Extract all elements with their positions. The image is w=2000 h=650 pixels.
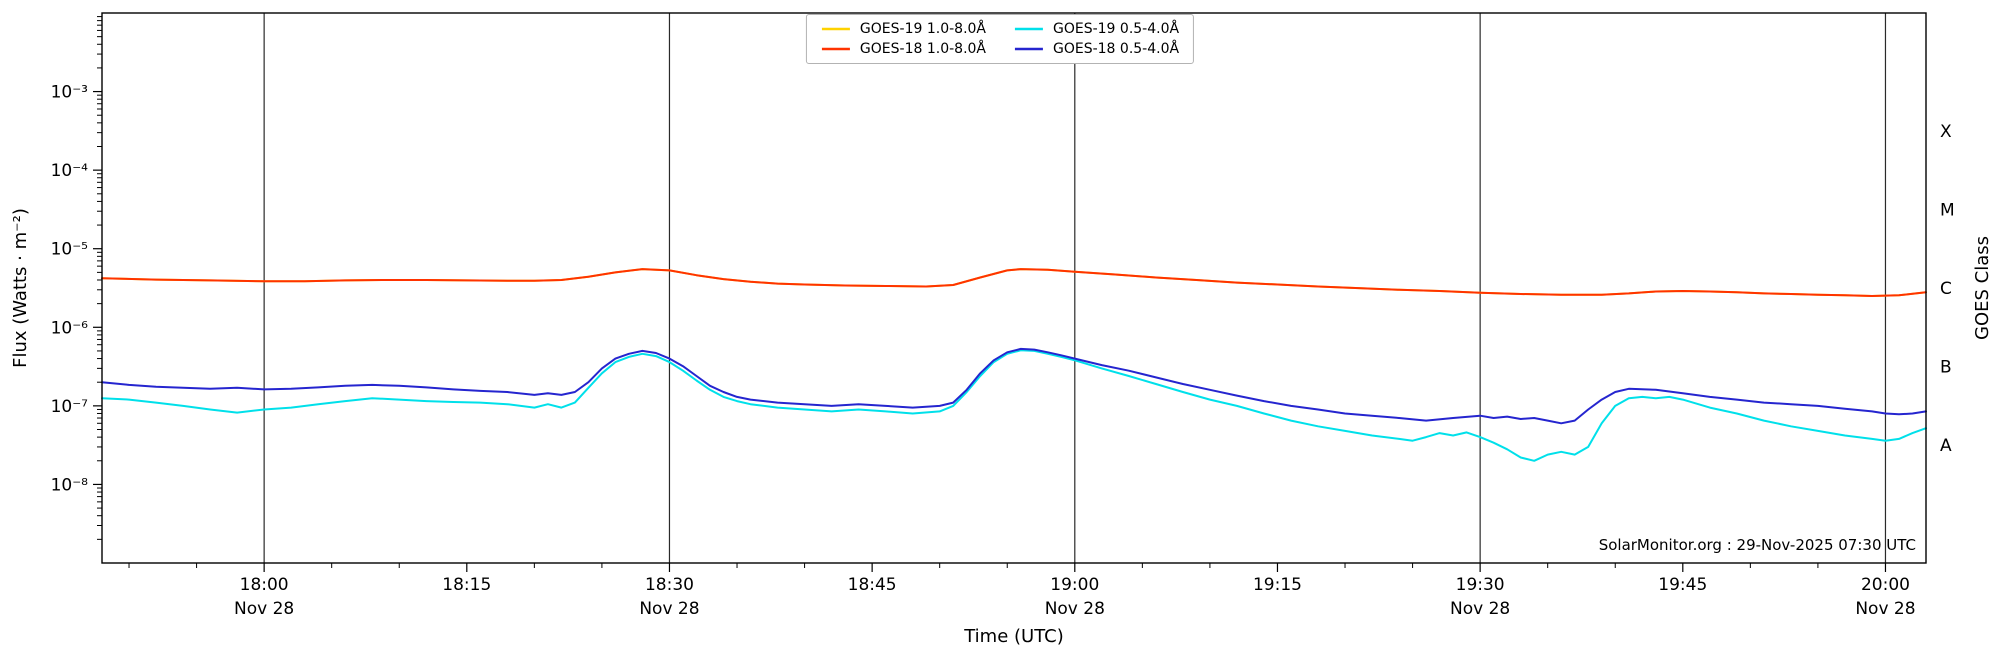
x-tick-sublabel: Nov 28 [234,599,294,619]
series-line-goes18-short [101,347,1927,425]
y-tick-label: 10⁻⁸ [51,475,89,495]
plot-frame [101,12,1927,564]
legend-label-goes19-long: GOES-19 1.0-8.0Å [859,21,986,37]
goes-class-label-B: B [1940,358,1952,378]
legend-swatch-goes19-long [821,27,850,31]
x-axis-label: Time (UTC) [963,626,1064,647]
x-tick-sublabel: Nov 28 [639,599,699,619]
y-tick-label: 10⁻⁶ [51,318,89,338]
x-tick-label: 20:00 [1861,575,1910,595]
x-tick-sublabel: Nov 28 [1450,599,1510,619]
legend-item-goes18-short: GOES-18 0.5-4.0Å [1014,42,1179,56]
goes-class-label-A: A [1940,436,1952,456]
legend-label-goes19-short: GOES-19 0.5-4.0Å [1053,21,1180,37]
goes-class-label-M: M [1940,200,1955,220]
legend-swatch-goes19-short [1015,27,1043,31]
legend-label-goes18-long: GOES-18 1.0-8.0Å [859,41,986,57]
x-tick-label: 19:45 [1658,575,1707,595]
x-tick-label: 19:15 [1253,575,1302,595]
goes-class-label-C: C [1940,279,1952,299]
x-tick-label: 18:45 [848,575,897,595]
x-tick-label: 18:30 [645,575,694,595]
legend-item-goes19-short: GOES-19 0.5-4.0Å [1014,22,1179,36]
series-line-goes18-long [101,268,1927,297]
x-tick-label: 19:00 [1050,575,1099,595]
legend-item-goes19-long: GOES-19 1.0-8.0Å [821,22,986,36]
legend-swatch-goes18-short [1015,47,1043,51]
legend-label-goes18-short: GOES-18 0.5-4.0Å [1053,41,1180,57]
y-tick-label: 10⁻⁵ [51,240,88,260]
solarmonitor-watermark: SolarMonitor.org : 29-Nov-2025 07:30 UTC [1599,536,1916,554]
goes-class-label-X: X [1940,122,1952,142]
y-tick-label: 10⁻⁴ [51,161,89,181]
legend-swatch-goes18-long [821,47,850,51]
y-axis-label: Flux (Watts · m⁻²) [10,208,31,368]
legend: GOES-19 1.0-8.0Å GOES-19 0.5-4.0Å GOES-1… [805,14,1195,64]
x-tick-sublabel: Nov 28 [1855,599,1915,619]
x-tick-sublabel: Nov 28 [1045,599,1105,619]
series-line-goes19-short [101,349,1927,462]
y-axis-right-label: GOES Class [1972,236,1993,340]
x-tick-label: 18:15 [442,575,491,595]
x-tick-label: 19:30 [1456,575,1505,595]
legend-item-goes18-long: GOES-18 1.0-8.0Å [821,42,986,56]
x-tick-label: 18:00 [240,575,289,595]
y-tick-label: 10⁻³ [51,83,88,103]
y-tick-label: 10⁻⁷ [51,397,89,417]
